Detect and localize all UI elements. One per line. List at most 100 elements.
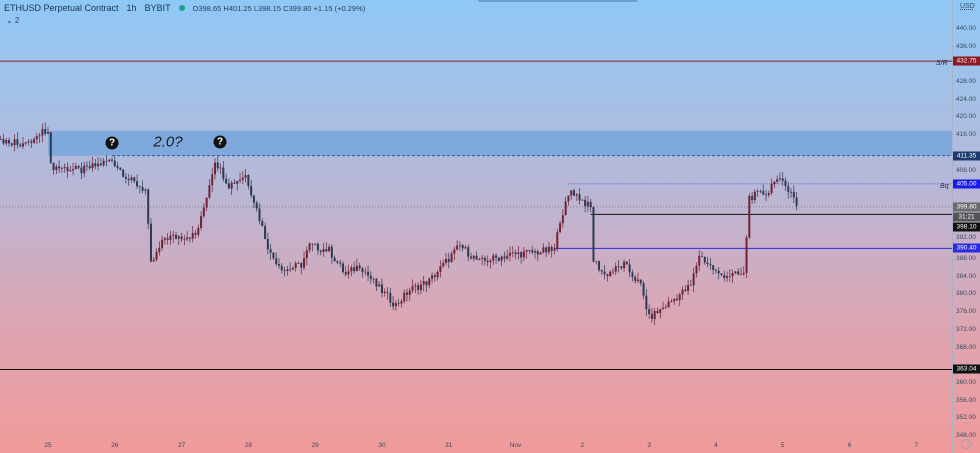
candle-body	[272, 252, 275, 259]
candle	[570, 190, 573, 200]
candle	[211, 167, 214, 193]
candle-body	[503, 256, 506, 259]
candle	[726, 271, 729, 283]
price-level-tag[interactable]: 405.00	[953, 179, 980, 189]
candle	[673, 298, 676, 305]
candle	[378, 280, 381, 288]
candle-body	[748, 195, 751, 238]
candle	[461, 243, 464, 252]
candle-body	[545, 247, 548, 253]
annotation-text: 2.0?	[153, 133, 183, 151]
candle-body	[561, 215, 564, 224]
symbol-name[interactable]: ETHUSD Perpetual Contract	[4, 3, 119, 13]
indicators-collapse-button[interactable]: ⌄ 2	[6, 16, 20, 25]
candle	[52, 162, 55, 175]
candle	[69, 165, 72, 172]
candle	[186, 231, 189, 242]
candle	[553, 243, 556, 255]
y-tick-label: 440.00	[956, 25, 976, 32]
candle	[138, 185, 141, 194]
candle-body	[436, 271, 439, 278]
candle-body	[767, 193, 770, 196]
candle	[542, 243, 545, 254]
y-tick-label: 416.00	[956, 131, 976, 139]
candle	[653, 308, 656, 325]
candle	[600, 269, 603, 275]
candle-body	[216, 162, 219, 169]
candle	[63, 163, 66, 173]
price-level-tag[interactable]: 411.35	[953, 151, 980, 161]
candle-body	[539, 252, 542, 255]
candle	[241, 170, 244, 185]
candle-body	[495, 255, 498, 258]
candle-body	[102, 160, 105, 166]
candle-body	[127, 178, 130, 181]
candle-body	[372, 278, 375, 280]
candle	[10, 142, 13, 148]
candle	[225, 173, 228, 185]
candle	[745, 234, 748, 278]
candle	[495, 253, 498, 264]
candle	[667, 296, 670, 308]
gear-icon[interactable]	[961, 439, 971, 449]
candle-body	[411, 286, 414, 291]
candle-body	[528, 250, 531, 251]
candle-body	[614, 266, 617, 272]
candle	[787, 182, 790, 199]
candle-body	[166, 238, 169, 240]
price-axis[interactable]	[952, 0, 980, 453]
price-level-tag[interactable]: 390.40	[953, 243, 980, 253]
candle	[208, 178, 211, 200]
candle	[734, 271, 737, 275]
candle	[305, 246, 308, 265]
candle	[105, 154, 108, 167]
candle	[205, 197, 208, 212]
candle-body	[623, 261, 626, 269]
candle	[751, 191, 754, 205]
price-level-tag[interactable]: 432.75	[953, 56, 980, 66]
candle	[303, 251, 306, 271]
candle-body	[47, 132, 49, 134]
top-toolbar-handle[interactable]	[478, 0, 638, 2]
candle-body	[720, 273, 723, 276]
candle-body	[470, 256, 473, 259]
candle-body	[261, 221, 264, 226]
candle-body	[419, 284, 422, 291]
candle-body	[726, 276, 729, 279]
price-level-tag[interactable]: 398.10	[953, 222, 980, 232]
candle	[408, 287, 411, 301]
candle-body	[745, 237, 748, 273]
candle	[38, 132, 41, 143]
candle	[417, 282, 420, 296]
candle	[712, 264, 715, 275]
candle	[625, 260, 628, 265]
candle	[425, 280, 428, 293]
candle	[108, 159, 111, 162]
candle-body	[8, 140, 11, 144]
candle-body	[355, 265, 358, 272]
candle	[386, 287, 389, 300]
candle	[539, 251, 542, 255]
candle-body	[425, 281, 428, 286]
candle	[247, 174, 250, 190]
price-level-tag[interactable]: 363.04	[953, 364, 980, 374]
candle-body	[158, 247, 161, 252]
candle-body	[130, 177, 133, 181]
candle	[609, 270, 612, 278]
currency-label[interactable]: USD	[960, 3, 975, 10]
candle	[283, 266, 286, 277]
candle	[659, 308, 662, 319]
candle	[344, 266, 347, 277]
candle	[403, 289, 406, 304]
candle	[127, 174, 130, 186]
price-level-tag[interactable]: 399.80	[953, 202, 980, 212]
x-tick-label: 30	[378, 442, 386, 449]
candle-body	[770, 184, 773, 194]
candle	[572, 188, 575, 197]
candle-body	[244, 174, 247, 178]
candle-body	[205, 197, 208, 208]
candle-body	[628, 264, 631, 273]
candle	[617, 260, 620, 273]
candle-body	[737, 271, 740, 275]
